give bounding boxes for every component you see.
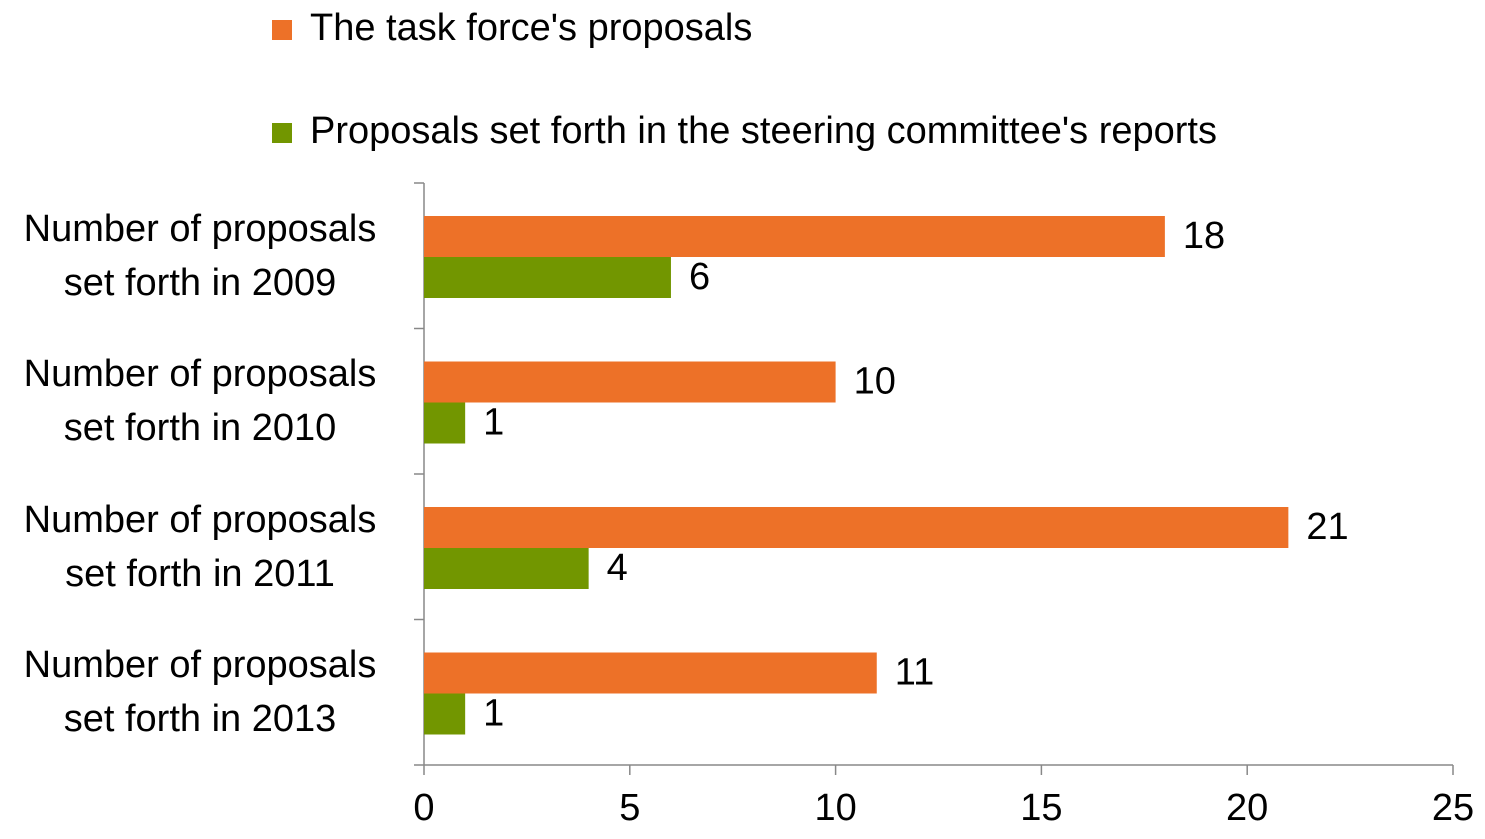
bar	[424, 257, 671, 298]
legend-label: The task force's proposals	[310, 7, 752, 49]
bar	[424, 693, 466, 735]
legend-swatch	[272, 123, 292, 143]
value-label: 4	[607, 547, 628, 589]
value-label: 21	[1306, 506, 1348, 548]
bar	[424, 361, 836, 403]
bar	[424, 548, 589, 589]
y-tick-label: Number of proposals set forth in 2013	[23, 644, 377, 741]
x-tick-label: 15	[1020, 787, 1062, 829]
x-tick-label: 0	[413, 787, 434, 829]
y-tick-label: Number of proposals set forth in 2010	[23, 353, 377, 450]
x-tick-label: 25	[1432, 787, 1474, 829]
x-tick-label: 20	[1226, 787, 1268, 829]
value-label: 6	[689, 256, 710, 298]
value-label: 10	[854, 361, 896, 403]
legend-label: Proposals set forth in the steering comm…	[310, 110, 1217, 152]
value-label: 18	[1183, 215, 1225, 257]
x-tick-label: 10	[814, 787, 856, 829]
value-label: 11	[895, 652, 934, 694]
legend-swatch	[272, 20, 292, 40]
bar	[424, 216, 1165, 257]
bar	[424, 402, 466, 444]
x-tick-label: 5	[619, 787, 640, 829]
y-tick-label: Number of proposals set forth in 2009	[23, 207, 377, 304]
value-label: 1	[483, 693, 504, 735]
y-tick-label: Number of proposals set forth in 2011	[23, 498, 377, 595]
bar	[424, 652, 877, 694]
value-label: 1	[483, 402, 504, 444]
bar	[424, 507, 1289, 548]
